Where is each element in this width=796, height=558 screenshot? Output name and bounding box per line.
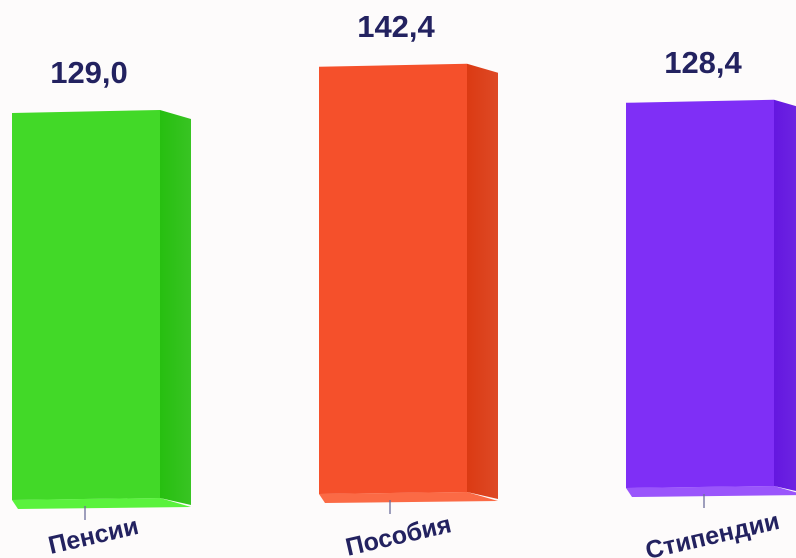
bar-group-2: 142,4 Пособия — [319, 9, 498, 558]
bar-bottom-2 — [319, 492, 498, 503]
bar-bottom-1 — [12, 498, 191, 509]
bar-1 — [12, 110, 160, 500]
data-label-1: 129,0 — [50, 55, 128, 90]
bar-side-3 — [774, 99, 796, 491]
bar-side-2 — [467, 63, 498, 500]
x-tick-label-1: Пенсии — [46, 512, 142, 558]
x-tick-label-3: Стипендии — [643, 507, 782, 558]
data-label-3: 128,4 — [664, 45, 742, 80]
data-label-2: 142,4 — [357, 9, 435, 44]
bar-group-3: 128,4 Стипендии — [626, 45, 796, 558]
bar-2 — [319, 63, 467, 495]
bar-side-1 — [160, 110, 191, 505]
bar-3 — [626, 99, 774, 489]
bar-group-1: 129,0 Пенсии — [12, 55, 191, 558]
bar-bottom-3 — [626, 486, 796, 497]
x-tick-label-2: Пособия — [343, 510, 454, 558]
